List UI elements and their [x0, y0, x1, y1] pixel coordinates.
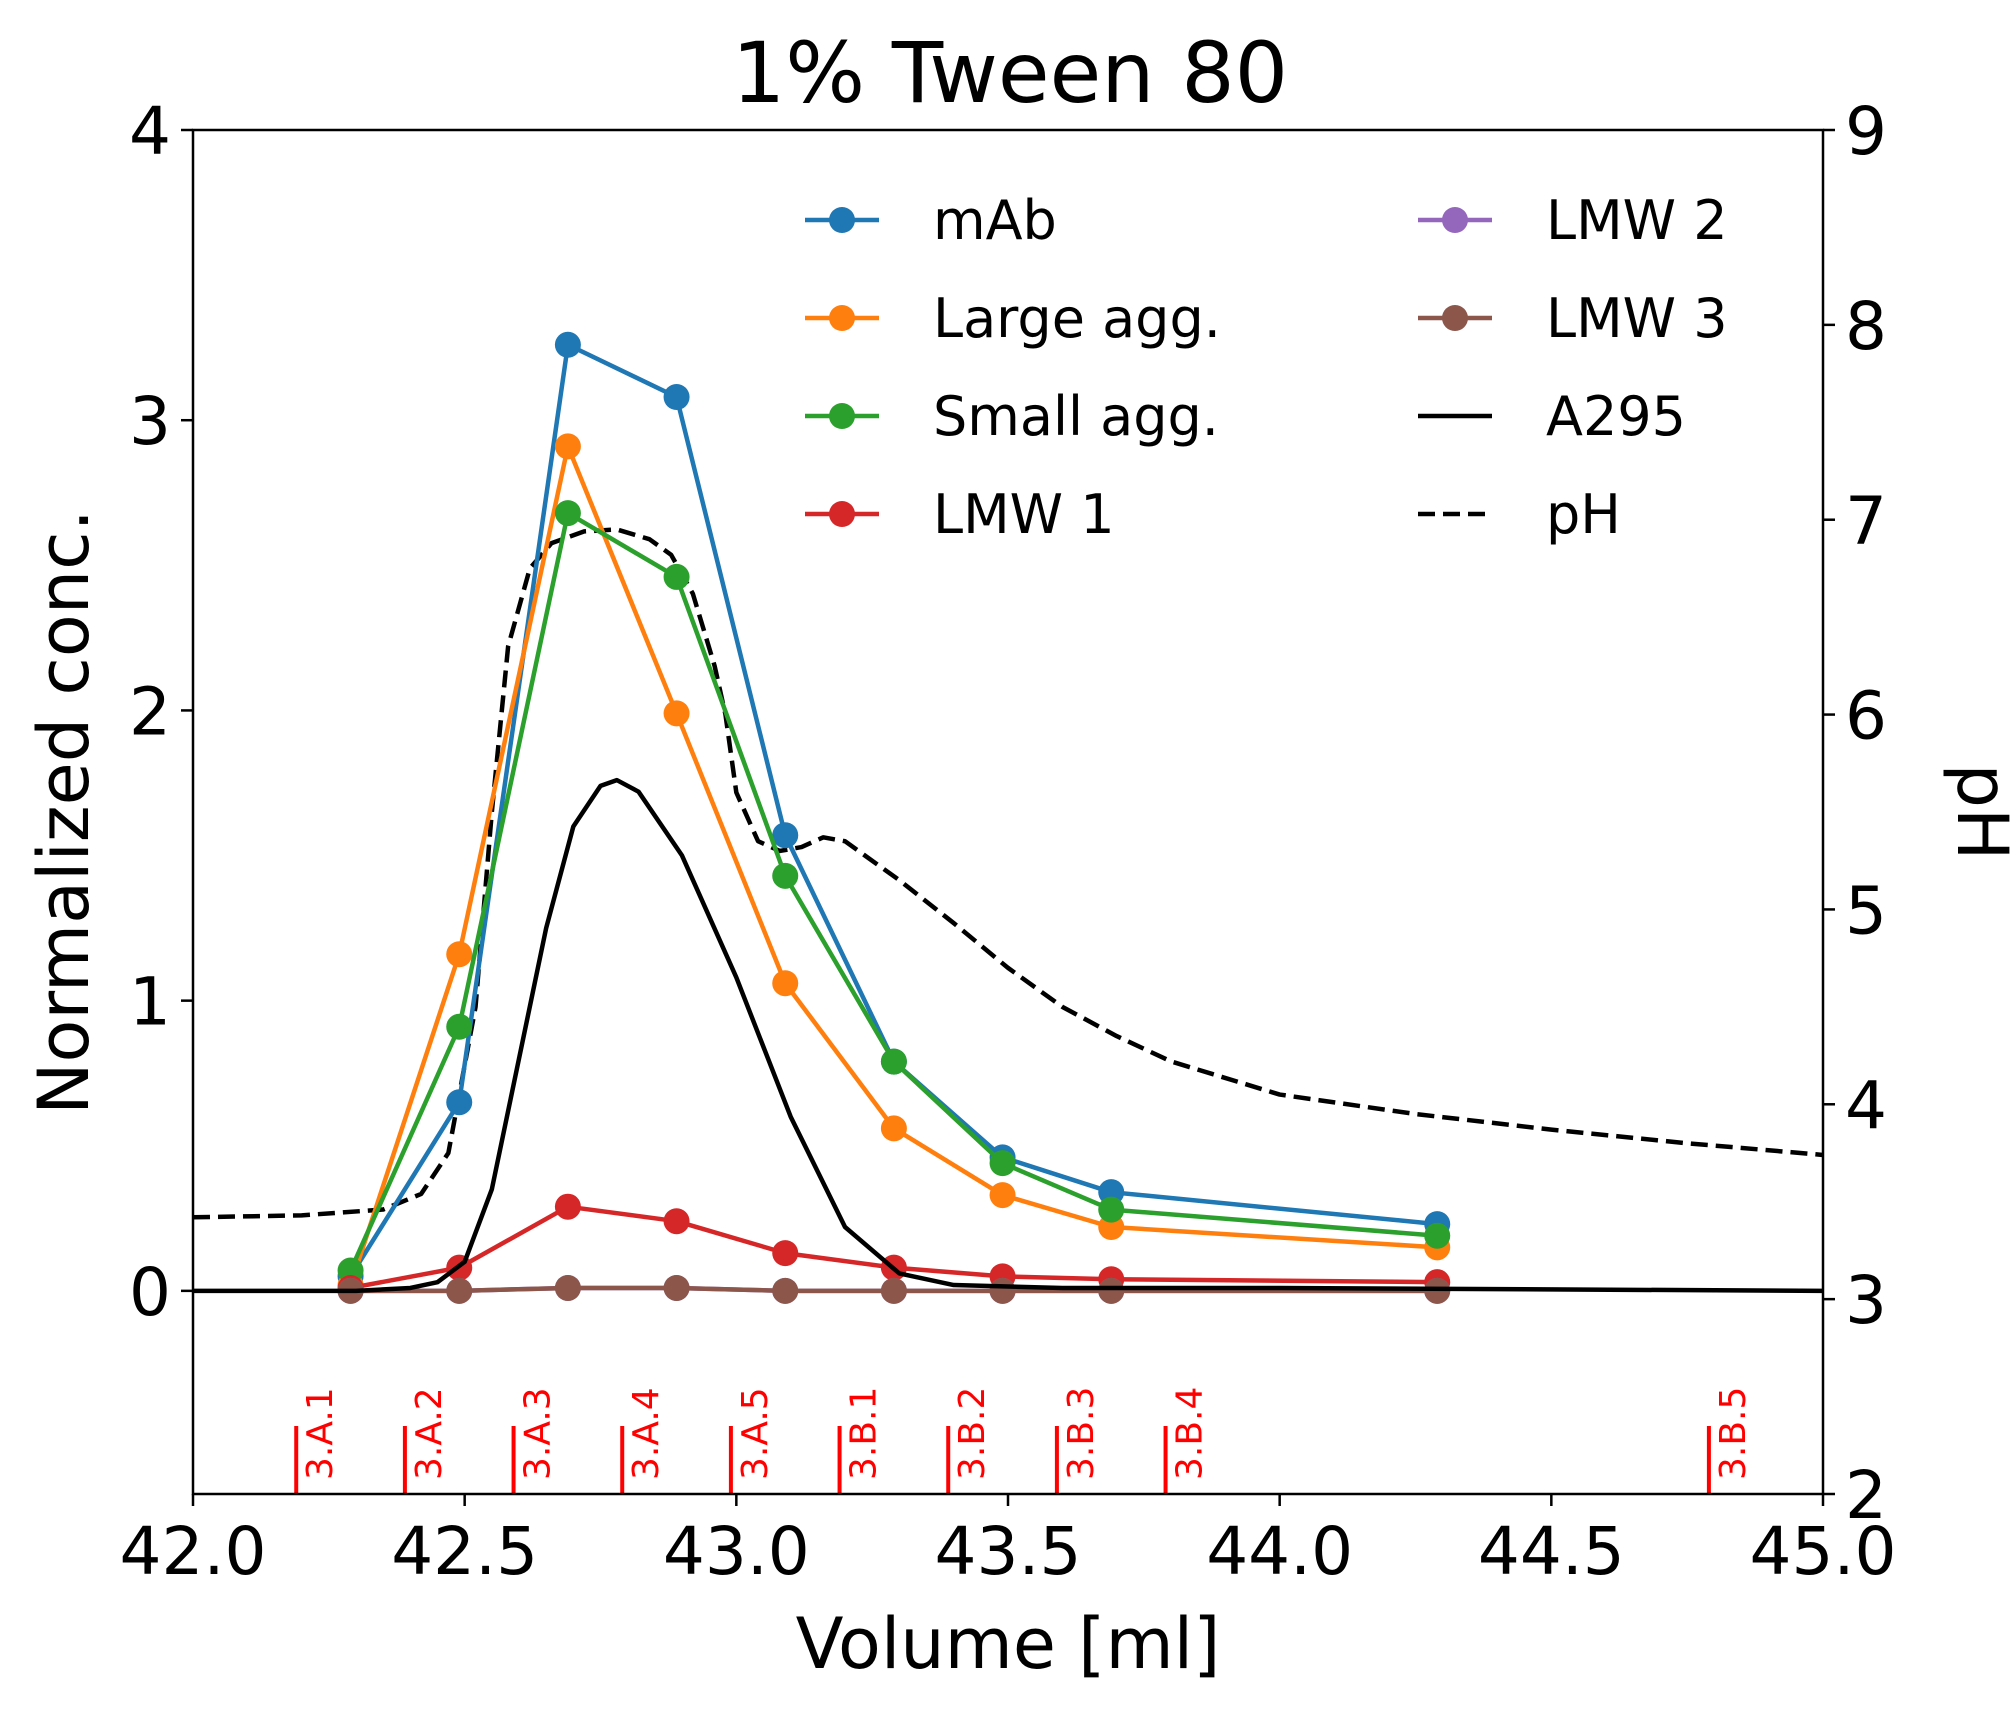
data-point-large-agg [989, 1182, 1016, 1209]
fraction-label: 3.A.3 [518, 1387, 559, 1480]
legend-marker [829, 501, 855, 527]
fraction-label: 3.B.2 [952, 1387, 993, 1480]
legend-marker [1442, 305, 1468, 331]
legend-label: Small agg. [933, 385, 1219, 448]
y2-tick-label: 8 [1845, 288, 1887, 365]
legend-marker [829, 305, 855, 331]
y-tick-label: 2 [129, 673, 171, 750]
legend-label: A295 [1546, 385, 1686, 448]
a295-line [193, 777, 1824, 1294]
y-tick-label: 1 [129, 964, 171, 1041]
x-tick-label: 43.0 [663, 1513, 810, 1590]
y2-tick-label: 4 [1845, 1067, 1887, 1144]
y2-tick-label: 9 [1845, 93, 1887, 170]
x-tick-label: 44.0 [1206, 1513, 1353, 1590]
fraction-label: 3.A.4 [626, 1387, 667, 1480]
data-point-small-agg [989, 1150, 1016, 1177]
legend-label: LMW 2 [1546, 189, 1728, 252]
y2-tick-label: 6 [1845, 678, 1887, 755]
x-tick-label: 45.0 [1750, 1513, 1897, 1590]
data-point-small-agg [663, 563, 690, 590]
data-point-lmw-3 [554, 1274, 581, 1301]
data-point-small-agg [1098, 1196, 1125, 1223]
data-point-lmw-3 [446, 1277, 473, 1304]
y-tick-label: 3 [129, 383, 171, 460]
y2-tick-label: 2 [1845, 1457, 1887, 1534]
legend-marker [829, 403, 855, 429]
data-point-lmw-3 [663, 1274, 690, 1301]
legend-label: pH [1546, 483, 1621, 546]
legend-marker [829, 207, 855, 233]
y2-tick-label: 7 [1845, 483, 1887, 560]
data-point-lmw-3 [1098, 1277, 1125, 1304]
data-point-large-agg [880, 1115, 907, 1142]
y-axis-label: Normalized conc. [23, 509, 105, 1115]
fraction-label: 3.A.5 [735, 1387, 776, 1480]
data-point-small-agg [772, 862, 799, 889]
y-tick-label: 0 [129, 1254, 171, 1331]
x-tick-label: 42.5 [391, 1513, 538, 1590]
data-point-lmw-3 [772, 1277, 799, 1304]
legend-label: Large agg. [933, 287, 1221, 350]
data-point-large-agg [446, 941, 473, 968]
data-point-small-agg [554, 500, 581, 527]
fraction-label: 3.B.4 [1170, 1387, 1211, 1480]
fraction-label: 3.B.1 [844, 1387, 885, 1480]
data-point-mab [446, 1089, 473, 1116]
data-point-mab [772, 822, 799, 849]
y2-axis-label: pH [1941, 763, 2013, 860]
data-point-lmw-1 [554, 1193, 581, 1220]
x-tick-label: 43.5 [935, 1513, 1082, 1590]
data-point-lmw-3 [989, 1277, 1016, 1304]
data-point-lmw-3 [880, 1277, 907, 1304]
axes: 42.0 42.5 43.0 43.5 44.0 44.5 45.0 0 1 2 3 4 2 3 4 5 6 7 8… [120, 93, 1897, 1590]
x-tick-label: 42.0 [120, 1513, 267, 1590]
data-point-small-agg [1424, 1222, 1451, 1249]
data-point-small-agg [880, 1048, 907, 1075]
data-point-large-agg [554, 433, 581, 460]
legend-label: LMW 1 [933, 483, 1115, 546]
fraction-label: 3.A.1 [300, 1387, 341, 1480]
legend-marker [1442, 207, 1468, 233]
legend: mAb Large agg. Small agg. LMW 1 LMW 2 LMW 3 A2… [805, 189, 1728, 546]
data-point-mab [554, 331, 581, 358]
y2-tick-label: 5 [1845, 872, 1887, 949]
chart-title: 1% Tween 80 [732, 24, 1288, 122]
data-point-lmw-1 [663, 1208, 690, 1235]
y-tick-label: 4 [129, 93, 171, 170]
y2-tick-label: 3 [1845, 1262, 1887, 1339]
x-tick-label: 44.5 [1478, 1513, 1625, 1590]
legend-label: mAb [933, 189, 1057, 252]
data-point-lmw-1 [772, 1240, 799, 1267]
data-point-large-agg [663, 700, 690, 727]
legend-label: LMW 3 [1546, 287, 1728, 350]
data-point-large-agg [772, 970, 799, 997]
data-point-mab [663, 383, 690, 410]
fraction-label: 3.B.3 [1061, 1387, 1102, 1480]
data-point-small-agg [446, 1013, 473, 1040]
fraction-label: 3.B.5 [1713, 1387, 1754, 1480]
fraction-label: 3.A.2 [409, 1387, 450, 1480]
plot-area: 3.A.1 3.A.2 3.A.3 3.A.4 3.A.5 3.B.1 3.B.2 3.B.3… [192, 331, 1824, 1494]
x-axis-label: Volume [ml] [796, 1603, 1221, 1685]
